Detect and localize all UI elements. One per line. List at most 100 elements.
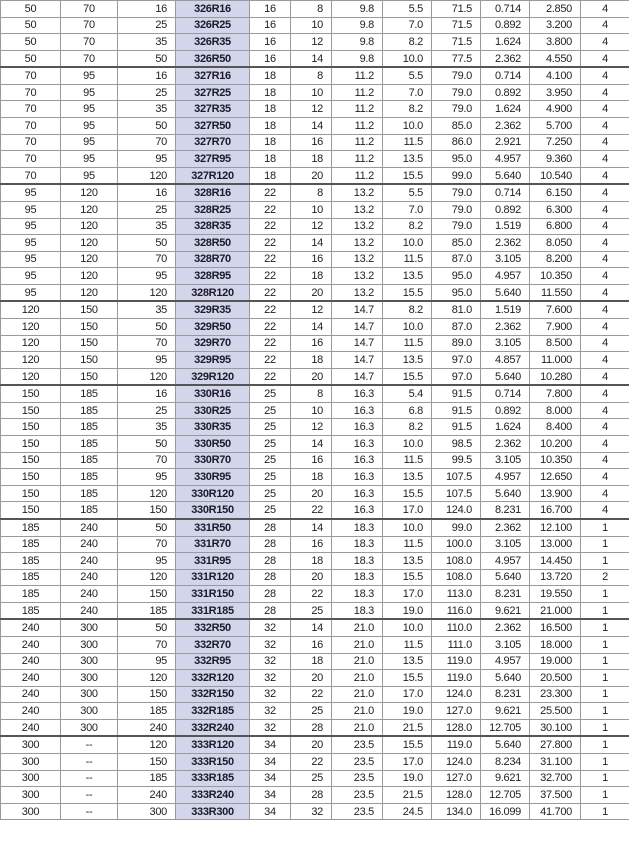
- table-cell: 22: [290, 753, 332, 771]
- table-cell: 28: [290, 786, 332, 804]
- table-cell: 1: [580, 753, 629, 771]
- part-code-cell: 331R95: [175, 552, 250, 570]
- table-cell: 4: [580, 83, 629, 102]
- table-cell: 13.5: [382, 150, 432, 168]
- table-cell: 185: [0, 585, 61, 603]
- table-cell: 1: [580, 702, 629, 720]
- part-code-cell: 330R50: [175, 435, 250, 453]
- table-cell: 14.450: [529, 552, 581, 570]
- table-cell: 9.621: [480, 769, 530, 788]
- table-cell: 70: [117, 133, 176, 152]
- table-cell: 4: [580, 334, 629, 353]
- table-cell: 10.200: [529, 435, 581, 453]
- part-code-cell: 328R70: [175, 250, 250, 269]
- table-cell: 16: [249, 16, 291, 35]
- table-cell: 116.0: [431, 601, 481, 620]
- table-cell: 120: [60, 200, 118, 219]
- table-cell: 13.2: [331, 283, 383, 302]
- table-cell: 240: [60, 552, 118, 570]
- table-cell: 14: [290, 517, 332, 537]
- table-cell: 35: [117, 300, 176, 319]
- table-cell: 25: [117, 401, 176, 420]
- table-cell: 300: [0, 786, 61, 804]
- table-cell: 18: [290, 552, 332, 570]
- table-cell: 18: [249, 66, 291, 85]
- table-cell: 18.3: [331, 585, 383, 603]
- table-cell: 100.0: [431, 535, 481, 554]
- table-cell: 79.0: [431, 100, 481, 119]
- table-row: 70 95 70 327R70 18 16 11.2 11.5 86.0 2.921 7.250 4: [0, 133, 629, 152]
- table-row: 95 120 120 328R120 22 20 13.2 15.5 95.0 5.640 11.5…: [0, 283, 629, 302]
- table-cell: 14: [290, 49, 332, 68]
- table-cell: 3.105: [480, 334, 530, 353]
- table-cell: 79.0: [431, 200, 481, 219]
- table-cell: 12.705: [480, 786, 530, 804]
- table-cell: 185: [60, 418, 118, 437]
- table-cell: 14: [290, 618, 332, 637]
- table-cell: 150: [0, 501, 61, 520]
- table-cell: 79.0: [431, 83, 481, 102]
- table-cell: 70: [117, 635, 176, 654]
- table-cell: 240: [0, 618, 61, 637]
- table-cell: 11.5: [382, 250, 432, 269]
- part-code-cell: 332R240: [175, 718, 250, 737]
- table-cell: 25: [249, 484, 291, 503]
- table-cell: 150: [0, 484, 61, 503]
- table-row: 185 240 185 331R185 28 25 18.3 19.0 116.0 9.621 21…: [0, 601, 629, 620]
- table-cell: 0.892: [480, 200, 530, 219]
- table-cell: 16: [117, 66, 176, 85]
- table-cell: 12.705: [480, 718, 530, 737]
- table-cell: 22: [249, 351, 291, 369]
- table-cell: 16: [290, 334, 332, 353]
- table-cell: 17.0: [382, 585, 432, 603]
- part-code-cell: 330R35: [175, 418, 250, 437]
- table-cell: 18.3: [331, 601, 383, 620]
- table-cell: 19.0: [382, 601, 432, 620]
- table-cell: 89.0: [431, 334, 481, 353]
- table-cell: 22: [249, 234, 291, 252]
- table-cell: 0.892: [480, 83, 530, 102]
- table-cell: 120: [117, 283, 176, 302]
- table-cell: 71.5: [431, 16, 481, 35]
- table-cell: 10: [290, 401, 332, 420]
- table-cell: 14: [290, 117, 332, 135]
- table-cell: 70: [0, 100, 61, 119]
- table-cell: 70: [117, 535, 176, 554]
- table-cell: --: [60, 802, 118, 821]
- table-cell: 22: [249, 200, 291, 219]
- table-cell: 10.0: [382, 234, 432, 252]
- table-cell: 185: [117, 702, 176, 720]
- table-cell: 15.5: [382, 166, 432, 185]
- part-code-cell: 331R120: [175, 568, 250, 587]
- table-cell: 35: [117, 418, 176, 437]
- table-cell: 18.3: [331, 535, 383, 554]
- table-cell: 9.8: [331, 16, 383, 35]
- table-cell: 85.0: [431, 234, 481, 252]
- table-cell: 111.0: [431, 635, 481, 654]
- table-cell: 1.624: [480, 100, 530, 119]
- table-cell: 4: [580, 435, 629, 453]
- table-cell: 70: [0, 150, 61, 168]
- table-cell: 5.640: [480, 367, 530, 386]
- table-cell: 4: [580, 384, 629, 403]
- table-cell: 300: [60, 702, 118, 720]
- table-cell: 34: [249, 786, 291, 804]
- part-code-cell: 330R95: [175, 468, 250, 486]
- table-cell: --: [60, 753, 118, 771]
- table-cell: 150: [0, 384, 61, 403]
- table-cell: 23.5: [331, 786, 383, 804]
- table-cell: 5.640: [480, 669, 530, 687]
- table-cell: 7.600: [529, 300, 581, 319]
- table-cell: 70: [60, 0, 118, 18]
- table-cell: 6.800: [529, 217, 581, 236]
- table-cell: 22: [249, 183, 291, 202]
- table-cell: 16: [290, 133, 332, 152]
- table-cell: 120: [60, 267, 118, 285]
- table-cell: 4.857: [480, 351, 530, 369]
- table-cell: 4: [580, 49, 629, 68]
- table-cell: 22: [249, 267, 291, 285]
- table-cell: 95: [117, 468, 176, 486]
- table-cell: 25: [117, 200, 176, 219]
- part-code-cell: 330R16: [175, 384, 250, 403]
- table-cell: 4: [580, 166, 629, 185]
